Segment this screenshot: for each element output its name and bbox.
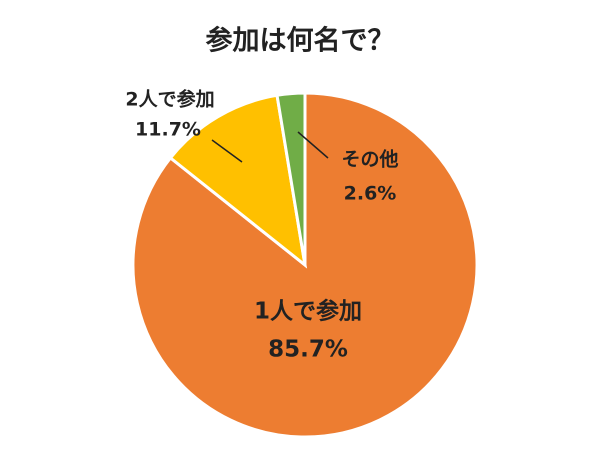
value-label: 2.6% (344, 183, 397, 205)
slice-label: 1人で参加 (254, 298, 362, 325)
chart-title: 参加は何名で？ (206, 25, 395, 57)
value-label: 11.7% (135, 119, 201, 141)
pie-slice (275, 91, 307, 266)
leader-line (211, 139, 243, 163)
leader-line (297, 131, 329, 159)
value-label: 85.7% (268, 337, 348, 363)
pie-slice (168, 93, 308, 269)
slice-label: その他 (341, 148, 398, 171)
slice-label: 2人で参加 (125, 88, 214, 111)
